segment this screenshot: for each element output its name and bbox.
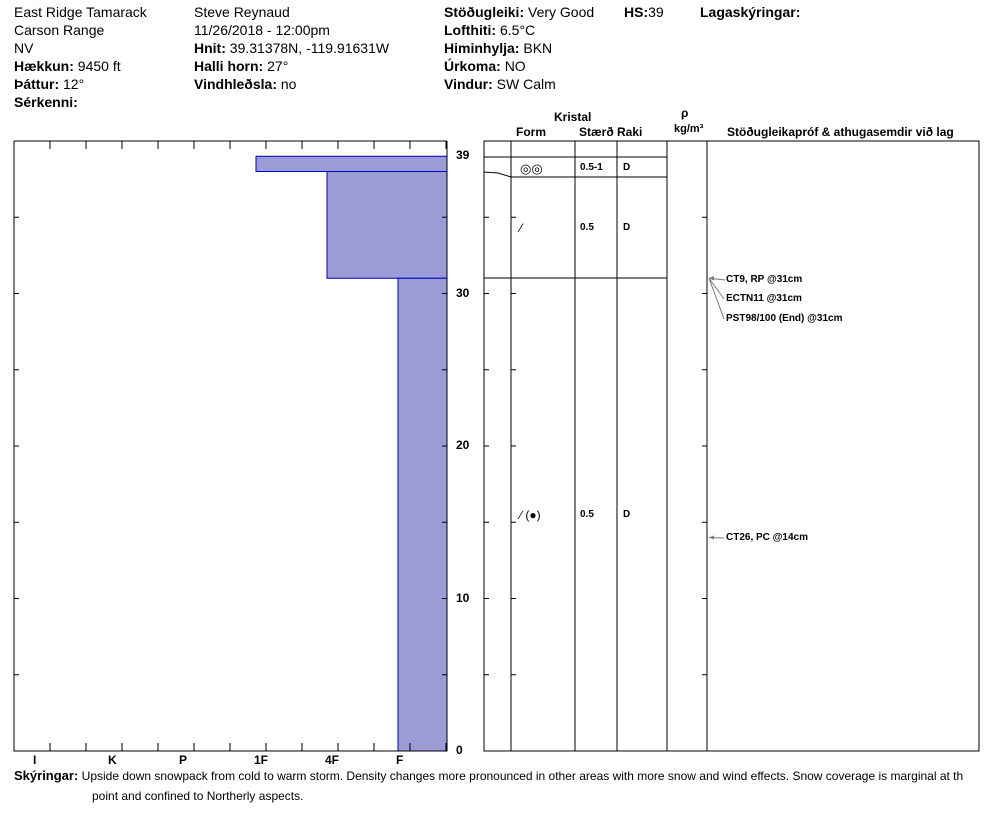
layer-connector (483, 171, 512, 178)
observer: Steve Reynaud (194, 4, 290, 20)
stability-test-result: PST98/100 (End) @31cm (726, 313, 843, 324)
depth-label-30: 30 (456, 285, 470, 300)
moisture: D (623, 222, 631, 233)
size-header: Stærð (579, 125, 614, 139)
hardness-label-K: K (108, 753, 117, 767)
stability-test-result: CT26, PC @14cm (726, 532, 809, 543)
stability-test-result: ECTN11 @31cm (726, 293, 802, 304)
layer-table-frame (483, 140, 980, 752)
location: East Ridge Tamarack (14, 4, 147, 20)
test-arrow-line (708, 277, 725, 300)
hardness-bar (326, 171, 448, 279)
depth-label-10: 10 (456, 590, 470, 605)
density-unit-header: kg/m³ (674, 123, 704, 135)
hardness-label-4F: 4F (325, 753, 340, 767)
grain-size: 0.5 (580, 509, 594, 520)
aspect: Þáttur: 12° (14, 76, 85, 92)
grain-form-icon: ⁄ (520, 221, 523, 235)
grain-size: 0.5-1 (580, 162, 603, 173)
hs: HS:39 (624, 4, 664, 20)
stability-test-result: CT9, RP @31cm (726, 274, 803, 285)
hardness-bar (397, 277, 448, 752)
hardness-label-P: P (179, 753, 188, 767)
arrow-head-icon (709, 276, 714, 281)
moisture: D (623, 509, 631, 520)
depth-label-39: 39 (456, 148, 470, 163)
hardness-label-F: F (396, 753, 404, 767)
comments-header: Stöðugleikapróf & athugasemdir við lag (727, 125, 954, 139)
form-header: Form (516, 125, 546, 139)
grain-form-icon: ◎◎ (520, 161, 543, 176)
features: Sérkenni: (14, 94, 78, 110)
depth-label-0: 0 (456, 743, 463, 757)
stability: Stöðugleiki: Very Good (444, 4, 595, 20)
rho-header: ρ (681, 106, 689, 120)
depth-label-20: 20 (456, 438, 470, 452)
air-temp: Lofthiti: 6.5°C (444, 22, 536, 38)
datetime: 11/26/2018 - 12:00pm (194, 22, 330, 38)
coords: Hnit: 39.31378N, -119.91631W (194, 40, 390, 56)
range: Carson Range (14, 22, 105, 38)
hardness-bar (255, 155, 448, 172)
hardness-label-I: I (33, 753, 37, 767)
hardness-label-1F: 1F (254, 753, 269, 767)
test-arrow-line (708, 278, 725, 320)
wind-loading: Vindhleðsla: no (194, 76, 297, 92)
state: NV (14, 40, 34, 56)
arrow-head-icon (709, 535, 714, 540)
elevation: Hækkun: 9450 ft (14, 58, 121, 74)
grain-size: 0.5 (580, 222, 594, 233)
notes: Skýringar: Upside down snowpack from col… (14, 768, 964, 803)
sky: Himinhylja: BKN (444, 40, 553, 56)
moisture: D (623, 162, 631, 173)
precip: Úrkoma: NO (444, 58, 526, 74)
grain-form-icon: ⁄ (●) (520, 508, 541, 522)
legend-label: Lagaskýringar: (700, 4, 801, 20)
crystal-header: Kristal (554, 110, 592, 124)
wind: Vindur: SW Calm (444, 76, 556, 92)
slope: Halli horn: 27° (194, 58, 289, 74)
moisture-header: Raki (617, 125, 643, 139)
